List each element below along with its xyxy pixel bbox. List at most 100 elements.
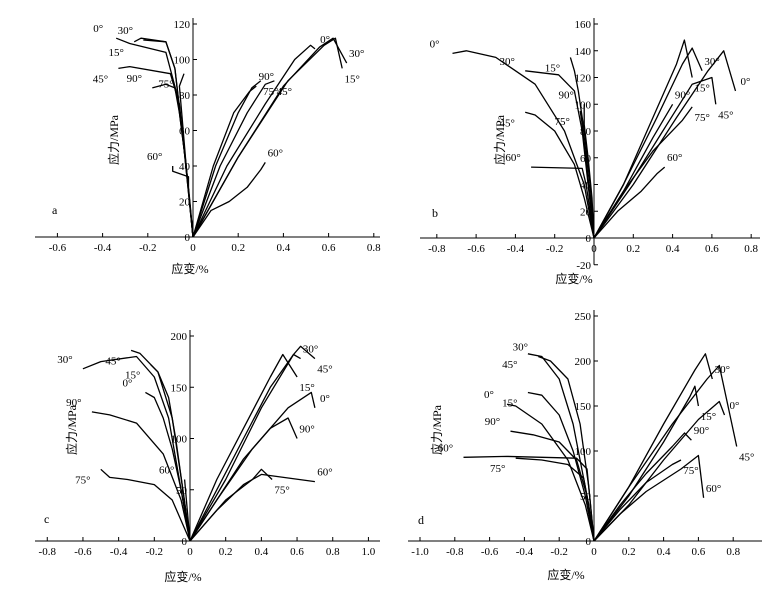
series-label: 15°	[344, 73, 359, 85]
panel-label: b	[432, 206, 438, 220]
y-tick-label: 120	[174, 19, 191, 31]
series-label: 60°	[268, 147, 283, 159]
y-tick-label: 20	[580, 206, 592, 218]
series-label: 60°	[505, 152, 520, 164]
x-tick-label: -0.8	[428, 243, 446, 255]
x-tick-label: -1.0	[411, 546, 429, 558]
x-tick-label: -0.6	[74, 546, 92, 558]
series-label: 60°	[438, 442, 453, 454]
series-3-axial-curve	[593, 76, 717, 239]
x-axis-label: 应变/%	[171, 261, 208, 276]
series-3-lateral-curve	[525, 111, 595, 239]
series-5-axial-curve	[192, 80, 262, 238]
series-label: 15°	[299, 382, 314, 394]
x-axis-label: 应变/%	[547, 567, 584, 582]
panel-label: d	[418, 513, 424, 527]
y-tick-label: 250	[575, 311, 592, 323]
series-label: 90°	[66, 397, 81, 409]
x-tick-label: -0.4	[507, 243, 525, 255]
series-label: 90°	[558, 89, 573, 101]
x-tick-label: 0.8	[326, 546, 340, 558]
panel-b: -0.8 -0.6 -0.4 -0.2 0 0.2 0.4 0.6 0.8-2002040608…	[420, 18, 760, 286]
series-label: 0°	[741, 76, 751, 88]
series-label: 15°	[502, 398, 517, 410]
series-6-lateral-curve	[91, 411, 191, 542]
x-tick-label: 0.4	[657, 546, 671, 558]
x-tick-label: -0.4	[94, 242, 112, 254]
series-3-axial-curve	[192, 80, 275, 238]
series-label: 75°	[75, 474, 90, 486]
series-label: 75°	[683, 465, 698, 477]
series-label: 45°	[93, 73, 108, 85]
series-0-lateral-curve	[452, 50, 595, 239]
y-tick-label: 150	[171, 382, 188, 394]
x-tick-label: 0.2	[231, 242, 245, 254]
series-label: 30°	[303, 344, 318, 356]
series-label: 75°	[263, 86, 278, 98]
series-0-axial-curve	[192, 44, 316, 238]
series-label: 0°	[320, 34, 330, 46]
series-label: 0°	[320, 393, 330, 405]
series-4-axial-curve	[593, 454, 705, 542]
y-tick-label: 0	[586, 233, 592, 245]
series-label: 60°	[317, 467, 332, 479]
y-axis-label: 应力/MPa	[492, 114, 507, 165]
x-tick-label: 0.2	[622, 546, 636, 558]
series-0-axial-curve	[593, 50, 737, 239]
series-3-lateral-curve	[130, 349, 191, 542]
series-1-axial-curve	[192, 37, 343, 238]
series-label: 30°	[349, 48, 364, 60]
x-tick-label: 0.2	[219, 546, 233, 558]
x-tick-label: 0.6	[290, 546, 304, 558]
series-4-axial-curve	[593, 166, 666, 239]
x-tick-label: -0.8	[39, 546, 57, 558]
series-2-axial-curve	[189, 353, 301, 542]
x-tick-label: 0	[591, 243, 597, 255]
series-label: 0°	[122, 377, 132, 389]
series-4-lateral-curve	[183, 479, 191, 542]
x-tick-label: 0.2	[626, 243, 640, 255]
y-tick-label: 0	[185, 232, 191, 244]
series-5-lateral-curve	[100, 468, 191, 542]
x-tick-label: -0.4	[516, 546, 534, 558]
x-tick-label: 0	[591, 546, 597, 558]
panel-c: -0.8 -0.6 -0.4 -0.2 0 0.2 0.4 0.6 0.8 1.005010015…	[35, 330, 380, 584]
series-label: 45°	[718, 109, 733, 121]
x-tick-label: -0.6	[49, 242, 67, 254]
y-tick-label: 40	[179, 161, 191, 173]
series-label: 30°	[500, 56, 515, 68]
y-tick-label: 20	[179, 197, 191, 209]
series-label: 75°	[490, 463, 505, 475]
series-label: 30°	[715, 364, 730, 376]
y-tick-label: -20	[576, 260, 591, 272]
x-tick-label: 0.6	[705, 243, 719, 255]
y-tick-label: 200	[575, 356, 592, 368]
y-tick-label: 80	[179, 90, 191, 102]
x-tick-label: -0.6	[481, 546, 499, 558]
y-tick-label: 120	[575, 73, 592, 85]
x-tick-label: -0.2	[550, 546, 567, 558]
y-tick-label: 100	[575, 99, 592, 111]
x-tick-label: 0.8	[726, 546, 740, 558]
series-label: 45°	[317, 364, 332, 376]
series-1-lateral-curve	[569, 57, 595, 239]
x-tick-label: 0	[187, 546, 193, 558]
x-tick-label: -0.4	[110, 546, 128, 558]
x-tick-label: -0.2	[139, 242, 156, 254]
series-label: 75°	[555, 116, 570, 128]
series-label: 30°	[704, 56, 719, 68]
series-5-axial-curve	[189, 468, 273, 542]
series-5-lateral-curve	[579, 110, 595, 239]
series-label: 0°	[430, 38, 440, 50]
series-1-axial-curve	[593, 385, 700, 542]
x-tick-label: 0.8	[744, 243, 758, 255]
series-4-lateral-curve	[463, 455, 595, 542]
x-axis-label: 应变/%	[164, 569, 201, 584]
y-axis-label: 应力/MPa	[429, 404, 444, 455]
series-label: 0°	[484, 389, 494, 401]
series-1-lateral-curve	[527, 391, 595, 542]
y-tick-label: 150	[575, 401, 592, 413]
x-tick-label: -0.2	[146, 546, 163, 558]
series-6-lateral-curve	[152, 83, 194, 238]
